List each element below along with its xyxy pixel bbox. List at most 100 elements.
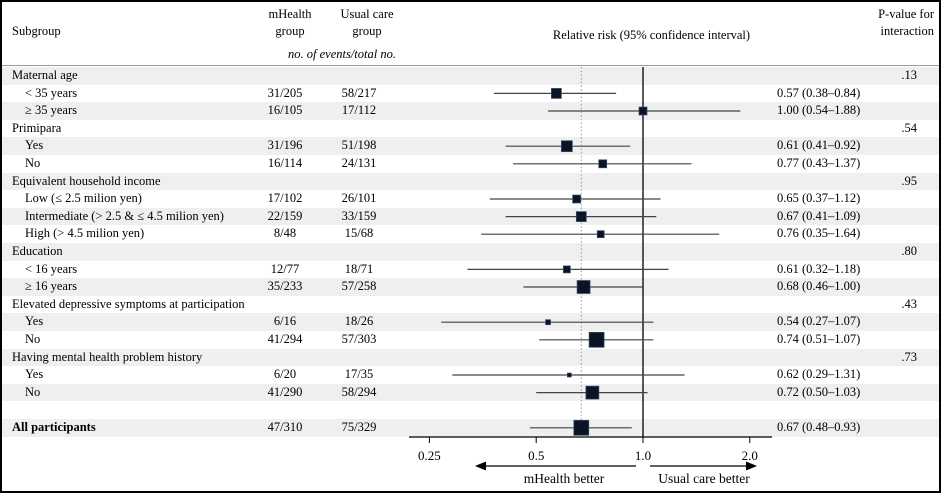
rr-ci-text: 0.68 (0.46–1.00) — [777, 279, 861, 294]
rr-ci-text: 0.76 (0.35–1.64) — [777, 226, 861, 241]
arrow-left-label: mHealth better — [524, 471, 605, 486]
subgroup-item-label: Yes — [25, 367, 44, 382]
axis-tick-label: 2.0 — [742, 448, 758, 463]
subgroup-label: Equivalent household income — [12, 173, 161, 188]
usual-care-count: 18/26 — [344, 314, 374, 329]
mhealth-count: 47/310 — [267, 420, 303, 434]
table-row: Yes 6/20 17/35 0.62 (0.29–1.31) — [2, 366, 939, 384]
table-row: Yes 6/16 18/26 0.54 (0.27–1.07) — [2, 313, 939, 331]
table-row: Primipara .54 — [2, 120, 939, 138]
events-note: no. of events/total no. — [288, 47, 396, 61]
usual-care-group-column-header: Usual care group — [340, 7, 394, 38]
relative-risk-header: Relative risk (95% confidence interval) — [552, 28, 751, 42]
mhealth-count: 16/114 — [267, 156, 303, 170]
table-row: ≥ 35 years 16/105 17/112 1.00 (0.54–1.88) — [2, 102, 939, 120]
rr-ci-text: 0.65 (0.37–1.12) — [777, 191, 861, 206]
subgroup-item-label: Yes — [25, 314, 44, 329]
subgroup-item-label: ≥ 16 years — [25, 279, 77, 294]
mhealth-count: 17/102 — [267, 191, 303, 206]
table-row: Maternal age .13 — [2, 67, 939, 85]
axis-tick-label: 0.5 — [528, 448, 544, 463]
p-value: .80 — [901, 244, 917, 258]
usual-care-count: 17/35 — [344, 367, 374, 382]
usual-care-count: 51/198 — [341, 138, 377, 153]
rr-ci-text: 0.62 (0.29–1.31) — [777, 367, 861, 382]
subgroup-item-label: No — [25, 332, 41, 346]
mhealth-count: 22/159 — [267, 208, 303, 223]
table-row: High (> 4.5 milion yen) 8/48 15/68 0.76 (0.… — [2, 225, 939, 243]
subgroup-item-label: No — [25, 156, 41, 170]
p-value: .73 — [901, 349, 917, 364]
rr-ci-text: 0.61 (0.32–1.18) — [777, 261, 861, 276]
mhealth-count: 8/48 — [273, 226, 297, 241]
mhealth-count: 31/196 — [267, 138, 303, 153]
table-row: < 35 years 31/205 58/217 0.57 (0.38–0.84) — [2, 85, 939, 103]
usual-care-count: 18/71 — [344, 261, 374, 276]
rr-ci-text: 0.57 (0.38–0.84) — [777, 85, 861, 100]
p-value: .13 — [901, 68, 917, 82]
subgroup-column-header: Subgroup — [12, 24, 61, 38]
subgroup-label: Having mental health problem history — [12, 349, 203, 364]
subgroup-item-label: Low (≤ 2.5 milion yen) — [25, 191, 142, 206]
p-value: .95 — [901, 173, 917, 188]
rr-ci-text: 0.72 (0.50–1.03) — [777, 384, 861, 399]
axis-tick-label: 1.0 — [635, 448, 651, 463]
rr-ci-text: 0.67 (0.41–1.09) — [777, 208, 861, 223]
p-value: .43 — [901, 296, 917, 311]
p-value-column-header: P-value for interaction — [878, 7, 934, 38]
subgroup-label: Maternal age — [12, 68, 78, 82]
usual-care-count: 17/112 — [341, 103, 377, 118]
arrow-left-head-icon — [475, 461, 486, 471]
table-row: All participants 47/310 75/329 0.67 (0.48–0… — [2, 419, 939, 437]
usual-care-count: 57/303 — [341, 332, 377, 346]
rr-ci-text: 0.54 (0.27–1.07) — [777, 314, 861, 329]
table-row: Having mental health problem history .73 — [2, 348, 939, 367]
mhealth-count: 6/16 — [273, 314, 297, 329]
mhealth-count: 41/290 — [267, 384, 303, 399]
table-row: Low (≤ 2.5 milion yen) 17/102 26/101 0.65 (… — [2, 190, 939, 208]
mhealth-count: 31/205 — [267, 85, 303, 100]
usual-care-count: 75/329 — [341, 420, 377, 434]
subgroup-label: Primipara — [12, 120, 62, 135]
rr-ci-text: 0.77 (0.43–1.37) — [777, 156, 861, 170]
arrow-right-label: Usual care better — [658, 471, 750, 486]
usual-care-count: 15/68 — [344, 226, 374, 241]
header-divider — [2, 65, 939, 66]
subgroup-item-label: High (> 4.5 milion yen) — [25, 226, 145, 241]
subgroup-item-label: < 35 years — [25, 85, 78, 100]
arrow-right-head-icon — [746, 461, 757, 471]
rr-ci-text: 0.61 (0.41–0.92) — [777, 138, 861, 153]
p-value: .54 — [901, 120, 917, 135]
subgroup-label: Education — [12, 244, 63, 258]
mhealth-count: 6/20 — [273, 367, 297, 382]
mhealth-count: 16/105 — [267, 103, 303, 118]
table-row: Yes 31/196 51/198 0.61 (0.41–0.92) — [2, 137, 939, 155]
table-row: ≥ 16 years 35/233 57/258 0.68 (0.46–1.00) — [2, 278, 939, 296]
subgroup-label: Elevated depressive symptoms at particip… — [12, 296, 245, 311]
table-row: Intermediate (> 2.5 & ≤ 4.5 milion yen) 2… — [2, 207, 939, 226]
summary-label: All participants — [12, 420, 96, 434]
usual-care-count: 24/131 — [341, 156, 377, 170]
usual-care-count: 57/258 — [341, 279, 377, 294]
table-row: No 41/294 57/303 0.74 (0.51–1.07) — [2, 331, 939, 349]
subgroup-item-label: Intermediate (> 2.5 & ≤ 4.5 milion yen) — [25, 208, 224, 223]
usual-care-count: 33/159 — [341, 208, 377, 223]
mhealth-count: 41/294 — [267, 332, 303, 346]
usual-care-count: 26/101 — [341, 191, 377, 206]
rr-ci-text: 1.00 (0.54–1.88) — [777, 103, 861, 118]
table-row: Education .80 — [2, 243, 939, 261]
table-row — [2, 401, 939, 419]
table-row: No 41/290 58/294 0.72 (0.50–1.03) — [2, 383, 939, 402]
table-row: Elevated depressive symptoms at particip… — [2, 296, 939, 314]
usual-care-count: 58/294 — [341, 384, 377, 399]
mhealth-group-column-header: mHealth group — [268, 7, 312, 38]
subgroup-item-label: ≥ 35 years — [25, 103, 77, 118]
subgroup-item-label: < 16 years — [25, 261, 78, 276]
subgroup-item-label: Yes — [25, 138, 44, 153]
table-row: No 16/114 24/131 0.77 (0.43–1.37) — [2, 155, 939, 173]
usual-care-count: 58/217 — [341, 85, 377, 100]
table-row: Equivalent household income .95 — [2, 172, 939, 191]
mhealth-count: 12/77 — [270, 261, 300, 276]
table-row: < 16 years 12/77 18/71 0.61 (0.32–1.18) — [2, 261, 939, 279]
